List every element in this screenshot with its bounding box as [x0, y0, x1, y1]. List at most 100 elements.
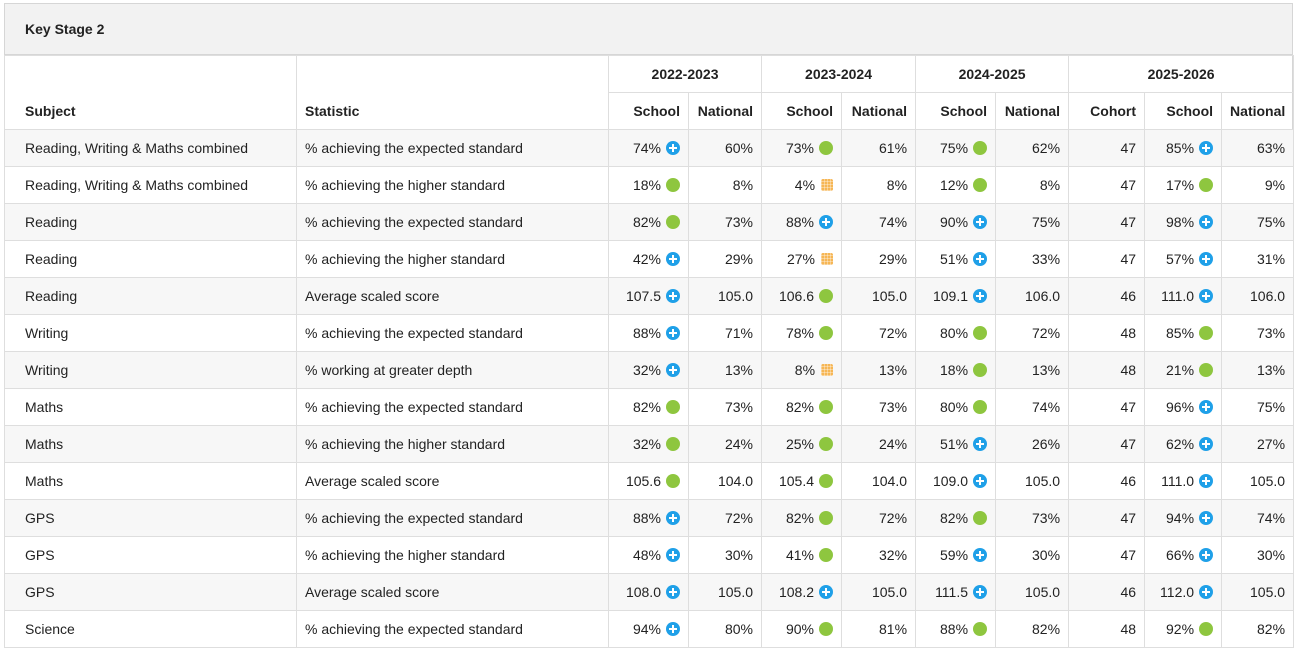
national-cell: 74%	[995, 388, 1070, 426]
national-cell-value: 75%	[1032, 214, 1061, 230]
green-dot-icon	[666, 437, 680, 451]
school-cell-value: 108.0	[625, 584, 661, 600]
national-cell-value: 13%	[1032, 362, 1061, 378]
statistic-cell-value: % achieving the expected standard	[305, 214, 523, 230]
table-row: GPS % achieving the higher standard 48% 30%…	[4, 536, 1295, 574]
cohort-cell-value: 48	[1120, 362, 1137, 378]
national-cell: 72%	[687, 499, 763, 537]
cohort-cell: 46	[1068, 573, 1146, 611]
col-header-school: School	[915, 92, 997, 130]
statistic-cell: % achieving the expected standard	[296, 388, 609, 426]
plus-circle-icon	[666, 585, 680, 599]
subject-cell-value: Writing	[25, 325, 69, 341]
subject-cell: Writing	[4, 351, 297, 389]
green-dot-icon	[666, 215, 680, 229]
table-row: Reading Average scaled score 107.5 105.0 106…	[4, 277, 1295, 315]
national-cell-value: 73%	[1032, 510, 1061, 526]
national-cell-value: 73%	[724, 399, 754, 415]
national-cell: 61%	[841, 129, 917, 167]
school-cell-value: 92%	[1166, 621, 1195, 637]
school-cell: 4%	[761, 166, 843, 204]
cohort-cell-value: 47	[1120, 399, 1137, 415]
national-cell-value: 31%	[1257, 251, 1286, 267]
national-cell: 24%	[841, 425, 917, 463]
school-cell: 85%	[1144, 129, 1223, 167]
national-cell: 30%	[1221, 536, 1295, 574]
subject-cell: Science	[4, 610, 297, 648]
school-cell: 105.6	[608, 462, 689, 500]
statistic-cell: Average scaled score	[296, 573, 609, 611]
national-cell-value: 74%	[879, 214, 908, 230]
plus-circle-icon	[666, 289, 680, 303]
school-cell: 12%	[915, 166, 997, 204]
cohort-cell: 47	[1068, 129, 1146, 167]
green-dot-icon	[1199, 622, 1214, 636]
national-cell: 105.0	[995, 573, 1070, 611]
plus-circle-icon	[666, 141, 680, 155]
school-cell: 74%	[608, 129, 689, 167]
green-dot-icon	[819, 511, 834, 525]
school-cell-value: 8%	[794, 362, 816, 378]
green-dot-icon	[819, 548, 834, 562]
plus-circle-icon	[1199, 511, 1214, 525]
statistic-cell: % achieving the higher standard	[296, 166, 609, 204]
year-header-2022-2023: 2022-2023	[607, 55, 763, 93]
national-cell: 72%	[995, 314, 1070, 352]
school-cell: 18%	[608, 166, 689, 204]
national-cell-value: 24%	[879, 436, 908, 452]
national-cell: 60%	[687, 129, 763, 167]
national-cell: 74%	[1221, 499, 1295, 537]
statistic-cell-value: % achieving the expected standard	[305, 140, 523, 156]
national-cell-value: 74%	[1032, 399, 1061, 415]
school-cell-value: 105.4	[778, 473, 815, 489]
subject-cell: Writing	[4, 314, 297, 352]
school-cell-value: 82%	[785, 399, 815, 415]
col-header-cohort: Cohort	[1068, 92, 1146, 130]
school-cell: 109.0	[915, 462, 997, 500]
school-cell: 32%	[608, 425, 689, 463]
plus-circle-icon	[666, 363, 680, 377]
school-cell-value: 57%	[1166, 251, 1195, 267]
cohort-cell: 48	[1068, 610, 1146, 648]
col-header-national: National	[995, 92, 1070, 130]
green-dot-icon	[973, 141, 988, 155]
national-cell: 72%	[841, 314, 917, 352]
school-cell-value: 62%	[1166, 436, 1195, 452]
cohort-cell: 48	[1068, 351, 1146, 389]
national-cell-value: 24%	[724, 436, 754, 452]
national-cell-value: 75%	[1257, 399, 1286, 415]
school-cell: 75%	[915, 129, 997, 167]
school-cell: 82%	[915, 499, 997, 537]
school-cell-value: 111.0	[1161, 473, 1195, 489]
subject-cell-value: GPS	[25, 510, 55, 526]
school-cell-value: 96%	[1166, 399, 1195, 415]
national-cell-value: 61%	[879, 140, 908, 156]
school-cell-value: 88%	[632, 325, 661, 341]
green-dot-icon	[819, 474, 834, 488]
subject-cell-value: Science	[25, 621, 75, 637]
plus-circle-icon	[1199, 252, 1214, 266]
national-cell: 32%	[841, 536, 917, 574]
school-cell-value: 51%	[940, 251, 969, 267]
table-row: GPS % achieving the expected standard 88% 7…	[4, 499, 1295, 537]
subject-cell-value: Writing	[25, 362, 69, 378]
school-cell: 59%	[915, 536, 997, 574]
national-cell-value: 62%	[1032, 140, 1061, 156]
national-cell: 74%	[841, 203, 917, 241]
plus-circle-icon	[973, 585, 988, 599]
national-cell-value: 105.0	[1250, 473, 1286, 489]
plus-circle-icon	[973, 215, 988, 229]
cohort-cell: 47	[1068, 499, 1146, 537]
plus-circle-icon	[666, 326, 680, 340]
table-row: Maths % achieving the expected standard 82…	[4, 388, 1295, 426]
national-cell: 13%	[995, 351, 1070, 389]
col-header-school: School	[761, 92, 843, 130]
plus-circle-icon	[819, 585, 834, 599]
statistic-cell: Average scaled score	[296, 277, 609, 315]
school-cell: 88%	[608, 314, 689, 352]
school-cell-value: 108.2	[778, 584, 815, 600]
cohort-cell: 47	[1068, 240, 1146, 278]
cohort-cell: 47	[1068, 388, 1146, 426]
school-cell: 112.0	[1144, 573, 1223, 611]
subject-cell: Reading	[4, 240, 297, 278]
